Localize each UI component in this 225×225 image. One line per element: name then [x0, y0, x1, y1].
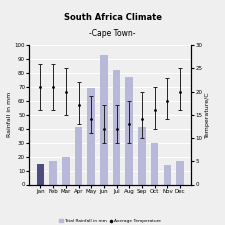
Text: South Africa Climate: South Africa Climate: [63, 14, 162, 22]
Bar: [100, 55, 108, 184]
Bar: [126, 77, 133, 184]
Bar: [62, 157, 70, 184]
Bar: [138, 127, 146, 184]
Bar: [151, 143, 158, 184]
Bar: [49, 161, 57, 184]
Text: -Cape Town-: -Cape Town-: [89, 29, 136, 38]
Bar: [176, 161, 184, 184]
Bar: [113, 70, 120, 184]
Bar: [164, 165, 171, 184]
Legend: Total Rainfall in mm, Average Temperature: Total Rainfall in mm, Average Temperatur…: [58, 217, 163, 225]
Bar: [87, 88, 95, 184]
Y-axis label: Temperature/C: Temperature/C: [205, 91, 210, 138]
Bar: [37, 164, 44, 184]
Bar: [75, 127, 82, 184]
Y-axis label: Rainfall in mm: Rainfall in mm: [7, 92, 12, 137]
